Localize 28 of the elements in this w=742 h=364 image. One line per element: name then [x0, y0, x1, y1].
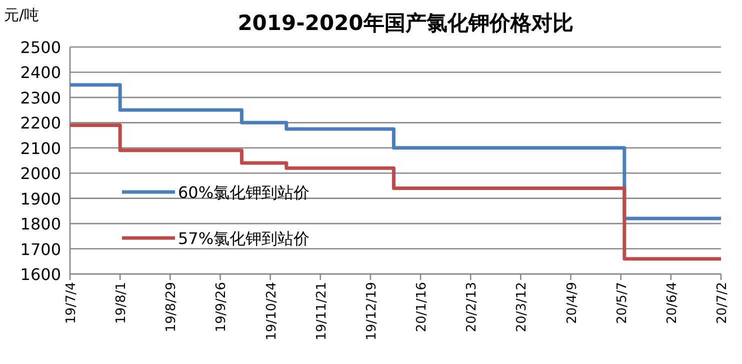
chart-title: 2019-2020年国产氯化钾价格对比: [238, 11, 574, 35]
x-tick-label: 19/8/1: [114, 282, 130, 324]
x-tick-label: 20/2/13: [464, 282, 480, 332]
x-tick-label: 19/11/21: [314, 282, 330, 340]
x-tick-label: 20/4/9: [564, 282, 580, 324]
x-tick-label: 19/9/26: [214, 282, 230, 332]
y-tick-label: 1800: [20, 214, 61, 234]
y-tick-label: 1700: [20, 240, 61, 259]
y-tick-label: 2300: [20, 88, 61, 108]
x-tick-label: 20/3/12: [514, 282, 530, 332]
y-tick-label: 2000: [20, 164, 61, 184]
x-tick-label: 20/1/16: [414, 282, 430, 332]
x-tick-label: 20/7/2: [715, 282, 730, 324]
x-tick-label: 20/6/4: [664, 282, 680, 324]
x-tick-label: 19/12/19: [364, 282, 380, 340]
y-tick-label: 2500: [20, 38, 61, 57]
legend-label: 60%氯化钾到站价: [178, 183, 310, 202]
y-tick-label: 2100: [20, 138, 61, 158]
y-tick-label: 2200: [20, 114, 61, 133]
x-tick-label: 19/7/4: [64, 282, 79, 324]
x-tick-label: 19/10/24: [264, 282, 280, 340]
x-tick-label: 20/5/7: [614, 282, 630, 324]
legend-label: 57%氯化钾到站价: [178, 229, 310, 248]
x-tick-label: 19/8/29: [164, 282, 180, 332]
y-tick-label: 2400: [20, 63, 61, 82]
y-tick-label: 1600: [20, 265, 61, 284]
y-tick-label: 1900: [20, 189, 61, 208]
y-axis-title: 元/吨: [4, 6, 40, 24]
